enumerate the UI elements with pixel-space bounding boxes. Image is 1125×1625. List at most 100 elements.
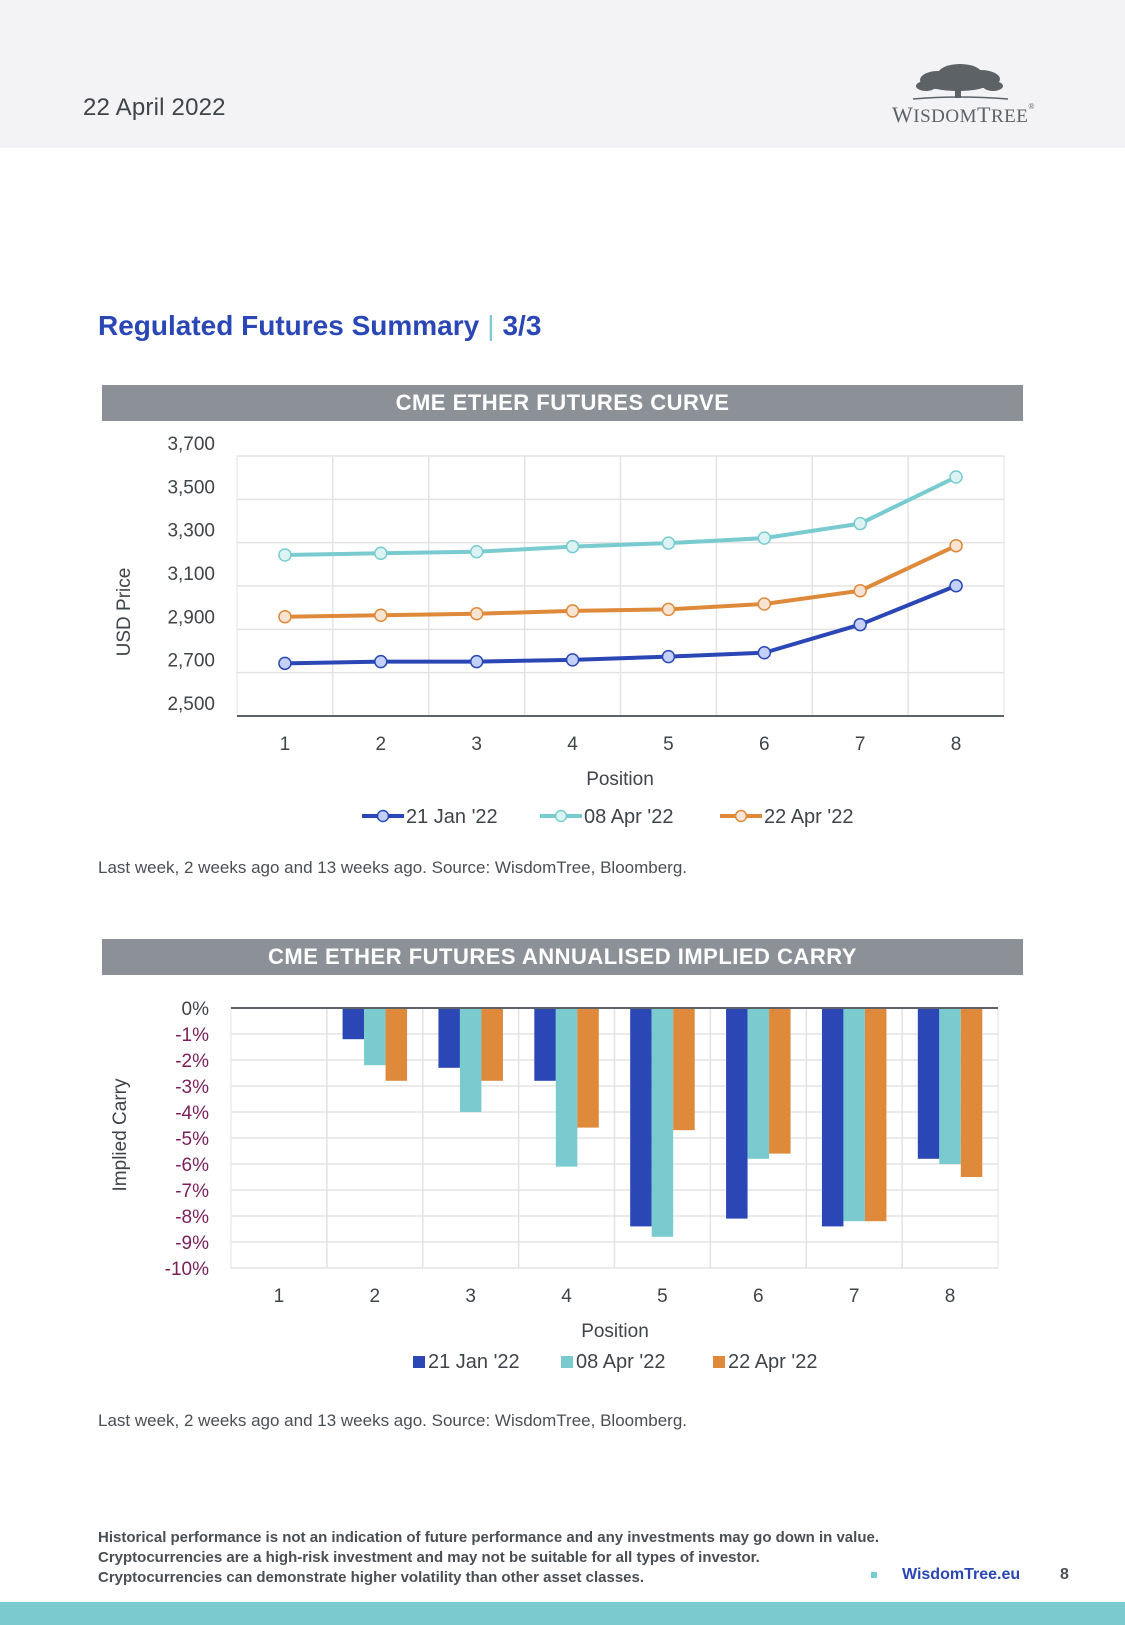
wisdomtree-link[interactable]: WisdomTree.eu xyxy=(902,1566,1021,1583)
series-line xyxy=(284,583,957,666)
page-header: 22 April 2022 WISDOMTREE® xyxy=(0,0,1125,148)
bar xyxy=(939,1008,961,1164)
bar xyxy=(726,1008,748,1219)
y-tick-label: -2% xyxy=(175,1051,209,1072)
y-axis-title: USD Price xyxy=(114,568,135,657)
data-point xyxy=(661,649,676,664)
data-point xyxy=(565,539,580,554)
data-point xyxy=(374,654,388,669)
y-tick-label: 2,900 xyxy=(167,607,215,628)
logo-wordmark: WISDOMTREE® xyxy=(892,102,1035,127)
disclaimer-line: Cryptocurrencies are a high-risk investm… xyxy=(98,1549,760,1566)
disclaimer-line: Historical performance is not an indicat… xyxy=(98,1529,879,1546)
y-tick-label: 0% xyxy=(182,999,210,1020)
x-tick-label: 4 xyxy=(561,1286,572,1307)
series-line xyxy=(284,543,957,619)
x-axis-title: Position xyxy=(586,769,654,790)
bar xyxy=(821,1008,844,1227)
data-point xyxy=(853,584,867,598)
y-tick-label: 2,700 xyxy=(167,651,215,672)
page-number: 8 xyxy=(1060,1566,1069,1583)
line-chart-title: CME ETHER FUTURES CURVE xyxy=(102,385,1023,421)
legend-marker xyxy=(376,809,390,823)
bar xyxy=(459,1008,482,1112)
section-title: Regulated Futures Summary | 3/3 xyxy=(98,310,541,342)
bar-chart-caption: Last week, 2 weeks ago and 13 weeks ago.… xyxy=(98,1411,688,1430)
bar xyxy=(577,1008,599,1128)
x-tick-label: 4 xyxy=(567,734,578,755)
legend-label: 21 Jan '22 xyxy=(428,1351,520,1373)
data-point xyxy=(661,602,676,617)
data-point xyxy=(757,531,772,545)
x-tick-label: 7 xyxy=(855,734,866,755)
disclaimer-line: Cryptocurrencies can demonstrate higher … xyxy=(98,1569,645,1586)
data-point xyxy=(374,608,388,622)
section-title-text: Regulated Futures Summary xyxy=(98,310,480,341)
bar xyxy=(438,1008,460,1068)
bar xyxy=(769,1008,791,1154)
bar xyxy=(534,1008,556,1081)
x-tick-label: 2 xyxy=(376,734,387,755)
x-tick-label: 5 xyxy=(663,734,674,755)
legend-swatch xyxy=(713,1356,725,1368)
legend-label: 22 Apr '22 xyxy=(764,806,853,828)
futures-curve-chart: 3,700 3,500 3,300 3,100 2,900 2,700 2,500 1 2 3 4 5… xyxy=(114,434,1005,828)
bar xyxy=(651,1008,674,1237)
x-tick-label: 3 xyxy=(465,1286,476,1307)
tree-icon xyxy=(912,64,1009,100)
legend-label: 08 Apr '22 xyxy=(576,1351,665,1373)
x-tick-label: 6 xyxy=(759,734,770,755)
legend-label: 21 Jan '22 xyxy=(406,806,498,828)
legend-swatch xyxy=(413,1356,425,1368)
bar xyxy=(747,1008,770,1159)
bar xyxy=(960,1008,983,1177)
x-tick-label: 8 xyxy=(945,1286,956,1307)
wisdomtree-logo: WISDOMTREE® xyxy=(888,60,1043,127)
data-point xyxy=(278,610,292,624)
y-tick-label: 3,100 xyxy=(167,564,215,585)
bar xyxy=(385,1008,408,1081)
y-tick-label: 3,300 xyxy=(167,521,215,542)
y-tick-label: -9% xyxy=(175,1233,209,1254)
y-tick-label: -5% xyxy=(175,1129,209,1150)
bar xyxy=(864,1008,887,1222)
data-point xyxy=(565,653,580,667)
x-tick-label: 5 xyxy=(657,1286,668,1307)
legend-label: 22 Apr '22 xyxy=(728,1351,817,1373)
y-tick-label: -7% xyxy=(175,1181,209,1202)
x-tick-label: 1 xyxy=(280,734,291,755)
data-point xyxy=(469,654,484,669)
bar xyxy=(673,1008,695,1131)
legend-marker xyxy=(554,809,568,823)
data-point xyxy=(565,604,580,618)
data-point xyxy=(661,536,676,550)
x-tick-label: 2 xyxy=(370,1286,381,1307)
data-point xyxy=(469,606,484,621)
footer-band xyxy=(0,1602,1125,1625)
y-tick-label: -8% xyxy=(175,1207,209,1228)
y-tick-label: -1% xyxy=(175,1025,209,1046)
x-tick-label: 6 xyxy=(753,1286,764,1307)
bar xyxy=(917,1008,940,1159)
report-date: 22 April 2022 xyxy=(83,94,226,121)
data-point xyxy=(949,538,963,553)
series-line xyxy=(284,475,957,558)
bar xyxy=(555,1008,578,1167)
x-tick-label: 8 xyxy=(951,734,962,755)
data-point xyxy=(278,656,292,671)
x-tick-label: 3 xyxy=(471,734,482,755)
title-separator: | xyxy=(487,310,495,341)
y-axis-title: Implied Carry xyxy=(110,1078,131,1191)
bar xyxy=(481,1008,503,1081)
line-chart-caption: Last week, 2 weeks ago and 13 weeks ago.… xyxy=(98,858,688,877)
bar xyxy=(843,1008,865,1222)
data-point xyxy=(469,545,484,559)
bar xyxy=(630,1008,652,1227)
data-point xyxy=(278,548,292,562)
y-tick-label: -6% xyxy=(175,1155,209,1176)
data-point xyxy=(853,617,867,632)
data-point xyxy=(949,470,963,484)
data-point xyxy=(374,546,388,561)
legend-marker xyxy=(734,809,748,823)
y-tick-label: 3,700 xyxy=(167,434,215,455)
